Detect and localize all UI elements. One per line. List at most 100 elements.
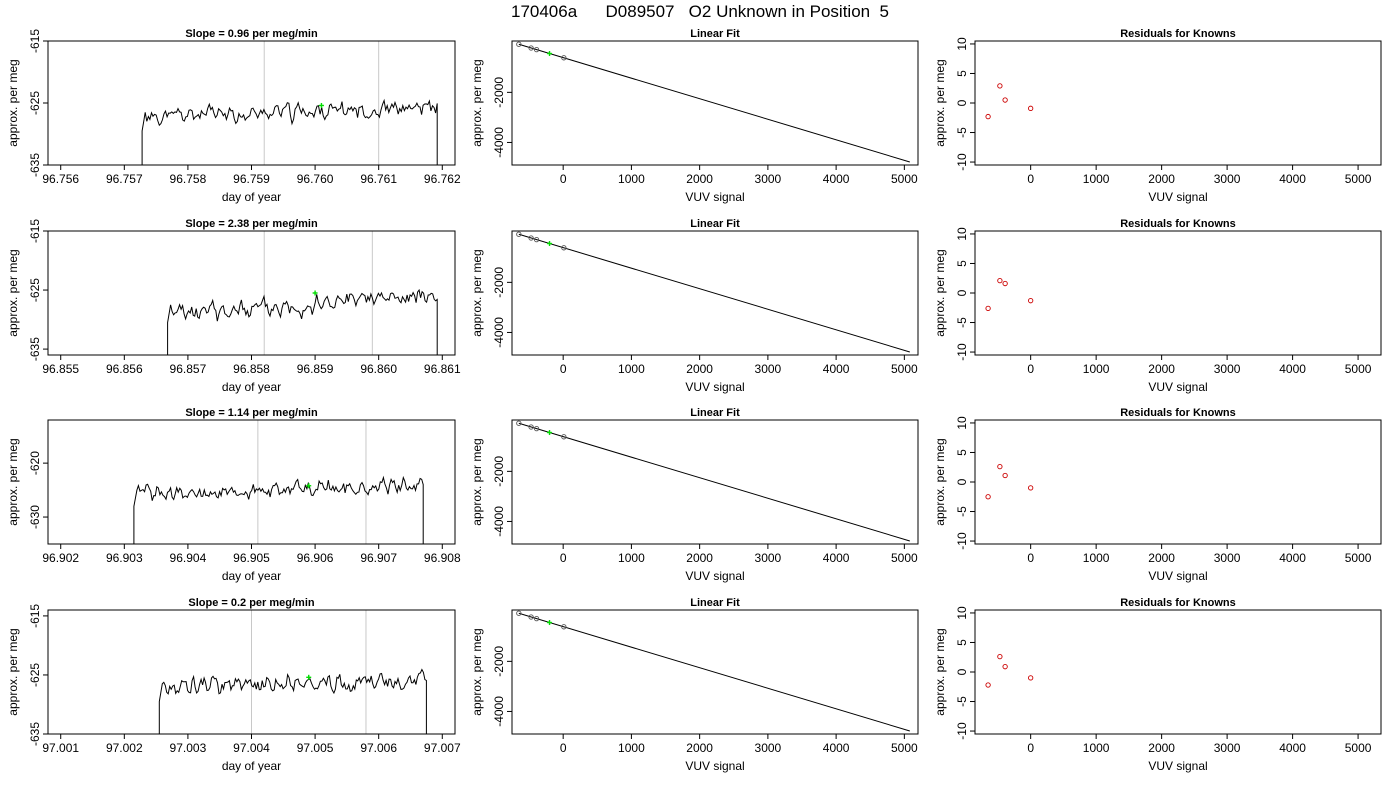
x-tick-label: 5000 xyxy=(1345,362,1372,376)
known-point xyxy=(533,425,540,432)
x-tick-label: 1000 xyxy=(1083,172,1110,186)
x-tick-label: 96.903 xyxy=(106,551,143,565)
residual-point xyxy=(985,494,991,500)
panel-r0-c2: 0 1000 2000 3000 4000 5000 -10 -5 0 5 10 Residuals … xyxy=(933,28,1382,204)
x-tick-label: 3000 xyxy=(755,362,782,376)
x-tick-label: 1000 xyxy=(618,551,645,565)
plot-frame xyxy=(47,230,456,356)
y-tick-label: -635 xyxy=(28,722,42,746)
x-tick-label: 3000 xyxy=(755,741,782,755)
plot-data xyxy=(158,610,427,734)
plot-frame xyxy=(47,40,456,166)
known-point xyxy=(516,231,522,237)
x-tick-label: 3000 xyxy=(1214,551,1241,565)
fit-line xyxy=(518,612,910,732)
x-axis-label: VUV signal xyxy=(685,759,744,773)
y-tick-label: -5 xyxy=(955,127,969,138)
x-tick-label: 96.861 xyxy=(424,362,461,376)
x-tick-label: 4000 xyxy=(823,551,850,565)
y-axis-label: approx. per meg xyxy=(933,249,947,336)
x-tick-label: 96.860 xyxy=(360,362,397,376)
y-tick-label: -630 xyxy=(28,505,42,529)
known-point xyxy=(561,434,567,440)
residual-point xyxy=(1002,97,1008,103)
x-tick-label: 97.002 xyxy=(106,741,143,755)
panel-title: Residuals for Knowns xyxy=(1120,28,1236,40)
y-tick-label: 5 xyxy=(955,70,969,77)
x-tick-label: 2000 xyxy=(686,551,713,565)
panel-r3-c1: 0 1000 2000 3000 4000 5000 -4000 -2000 Linear Fi… xyxy=(470,597,919,773)
y-tick-label: -5 xyxy=(955,506,969,517)
y-axis-label: approx. per meg xyxy=(470,438,484,525)
x-tick-label: 96.858 xyxy=(233,362,270,376)
y-tick-label: -10 xyxy=(955,532,969,550)
x-tick-label: 4000 xyxy=(823,362,850,376)
x-tick-label: 96.859 xyxy=(297,362,334,376)
y-axis-label: approx. per meg xyxy=(6,59,20,146)
y-axis-label: approx. per meg xyxy=(6,249,20,336)
plot-frame xyxy=(511,609,919,735)
panel-r3-c2: 0 1000 2000 3000 4000 5000 -10 -5 0 5 10 Residuals … xyxy=(933,597,1382,773)
plot-data xyxy=(516,610,910,732)
plot-frame xyxy=(511,230,919,356)
plot-data xyxy=(985,653,1034,688)
x-tick-label: 1000 xyxy=(1083,362,1110,376)
x-axis-label: day of year xyxy=(222,759,281,773)
x-axis-label: VUV signal xyxy=(685,380,744,394)
known-point xyxy=(516,420,522,426)
x-tick-label: 96.906 xyxy=(297,551,334,565)
plot-data xyxy=(516,231,910,353)
x-tick-label: 96.856 xyxy=(106,362,143,376)
y-axis-label: approx. per meg xyxy=(933,438,947,525)
x-tick-label: 97.003 xyxy=(170,741,207,755)
x-tick-label: 2000 xyxy=(686,172,713,186)
y-tick-label: -625 xyxy=(28,91,42,115)
residual-point xyxy=(985,682,991,688)
plot-frame xyxy=(511,419,919,545)
panel-title: Slope = 0.96 per meg/min xyxy=(185,28,318,40)
x-tick-label: 97.007 xyxy=(424,741,461,755)
panel-r3-c0: 97.001 97.002 97.003 97.004 97.005 97.006 97.0… xyxy=(6,597,461,773)
series-trace xyxy=(141,98,438,165)
y-tick-label: -10 xyxy=(955,153,969,171)
x-tick-label: 1000 xyxy=(1083,741,1110,755)
y-axis-label: approx. per meg xyxy=(933,59,947,146)
x-tick-label: 5000 xyxy=(891,551,918,565)
plot-frame xyxy=(974,230,1382,356)
y-tick-label: 10 xyxy=(955,606,969,620)
known-point xyxy=(533,236,540,243)
y-tick-label: -2000 xyxy=(492,646,506,677)
residual-point xyxy=(985,305,991,312)
x-tick-label: 97.001 xyxy=(42,741,79,755)
x-axis-label: VUV signal xyxy=(1148,380,1207,394)
panel-title: Slope = 0.2 per meg/min xyxy=(188,597,315,609)
x-tick-label: 2000 xyxy=(1148,741,1175,755)
panel-title: Residuals for Knowns xyxy=(1120,597,1236,609)
x-tick-label: 0 xyxy=(1027,741,1034,755)
plot-data xyxy=(985,463,1034,500)
y-tick-label: -615 xyxy=(28,604,42,628)
known-point xyxy=(528,45,534,51)
y-tick-label: 10 xyxy=(955,227,969,241)
y-axis-label: approx. per meg xyxy=(470,628,484,715)
x-tick-label: 3000 xyxy=(1214,741,1241,755)
y-axis-label: approx. per meg xyxy=(6,438,20,525)
residual-point xyxy=(985,113,991,120)
x-tick-label: 96.857 xyxy=(170,362,207,376)
residual-point xyxy=(1002,472,1008,479)
page-title: 170406a D089507 O2 Unknown in Position 5 xyxy=(510,2,890,21)
known-point xyxy=(533,46,540,53)
plot-frame xyxy=(511,40,919,166)
x-tick-label: 5000 xyxy=(891,362,918,376)
x-axis-label: VUV signal xyxy=(685,569,744,583)
panel-r0-c1: 0 1000 2000 3000 4000 5000 -4000 -2000 Linear Fi… xyxy=(470,28,919,204)
residual-point xyxy=(1002,280,1008,287)
residual-point xyxy=(997,653,1003,660)
fit-line xyxy=(518,233,910,353)
plot-data xyxy=(141,41,438,165)
panel-title: Slope = 1.14 per meg/min xyxy=(185,407,318,419)
x-tick-label: 5000 xyxy=(1345,551,1372,565)
x-tick-label: 96.908 xyxy=(424,551,461,565)
y-tick-label: 5 xyxy=(955,639,969,646)
panel-r1-c1: 0 1000 2000 3000 4000 5000 -4000 -2000 Linear Fi… xyxy=(470,218,919,394)
